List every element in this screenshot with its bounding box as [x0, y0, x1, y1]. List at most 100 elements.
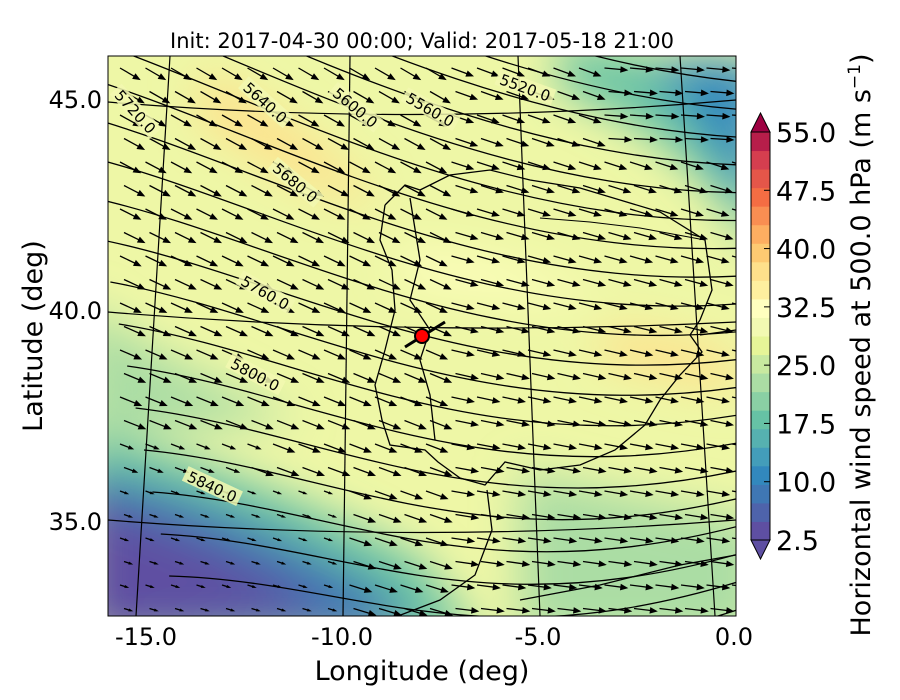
wind-arrow	[170, 161, 193, 174]
x-tick-label: -10.0	[311, 623, 373, 651]
wind-arrow	[327, 466, 351, 477]
wind-arrow	[455, 419, 480, 427]
graticule	[108, 56, 736, 616]
wind-arrow	[149, 419, 172, 430]
wind-arrow	[455, 184, 479, 194]
colorbar-tick-label: 47.5	[776, 176, 836, 207]
wind-arrow	[531, 560, 556, 567]
wind-arrow	[425, 584, 449, 593]
wind-arrow	[706, 490, 731, 497]
wind-arrow	[659, 89, 684, 97]
wind-arrow	[276, 513, 287, 518]
wind-arrow	[349, 537, 373, 547]
wind-arrow	[276, 325, 299, 337]
wind-arrow	[629, 161, 653, 171]
wind-arrow	[633, 184, 657, 194]
wind-arrow	[145, 255, 168, 267]
wind-arrow	[604, 396, 628, 404]
wind-arrow	[608, 466, 633, 474]
wind-arrow	[221, 584, 232, 588]
wind-arrow	[531, 419, 556, 427]
wind-arrow	[480, 137, 504, 147]
wind-arrow	[735, 561, 736, 563]
wind-arrow	[531, 137, 555, 147]
colorbar-tick-label: 10.0	[776, 468, 836, 499]
wind-arrow	[604, 349, 628, 357]
colorbar-band	[751, 132, 770, 152]
wind-arrow	[527, 583, 552, 591]
wind-arrow	[455, 278, 479, 287]
wind-arrow	[527, 208, 551, 217]
wind-arrow	[149, 513, 159, 518]
wind-arrow	[196, 161, 218, 174]
wind-arrow	[553, 161, 577, 171]
wind-arrow	[353, 607, 377, 616]
wind-arrow	[527, 114, 551, 124]
wind-arrow	[247, 396, 270, 407]
wind-arrow	[582, 278, 607, 287]
wind-arrow	[455, 607, 480, 614]
x-tick-label: -5.0	[515, 623, 562, 651]
wind-arrow	[655, 66, 680, 73]
colorbar-band	[751, 169, 770, 189]
wind-arrow	[323, 114, 345, 127]
wind-arrow	[582, 560, 607, 567]
wind-arrow	[608, 560, 633, 567]
wind-arrow	[629, 443, 654, 451]
wind-arrow	[221, 255, 244, 267]
wind-arrow	[200, 90, 222, 104]
wind-arrow	[374, 161, 397, 174]
wind-arrow	[302, 231, 325, 244]
wind-arrow	[225, 607, 236, 612]
colorbar-outline	[750, 132, 771, 540]
wind-arrow	[557, 466, 582, 474]
wind-arrow	[476, 302, 501, 311]
wind-arrow	[557, 419, 582, 427]
wind-arrow	[553, 255, 577, 264]
wind-arrow	[378, 419, 402, 430]
wind-arrow	[378, 607, 402, 616]
wind-arrow	[225, 513, 236, 518]
wind-arrow	[272, 208, 295, 220]
wind-arrow	[604, 112, 629, 120]
wind-arrow	[735, 608, 736, 610]
wind-arrow	[251, 325, 274, 337]
wind-arrow	[429, 184, 452, 197]
wind-arrow	[455, 90, 479, 101]
wind-arrow	[378, 278, 401, 290]
wind-arrow	[327, 607, 338, 612]
wind-arrow	[451, 255, 475, 264]
wind-arrow	[196, 302, 219, 313]
wind-arrow	[684, 184, 708, 194]
wind-arrow	[659, 419, 684, 427]
wind-arrow	[123, 184, 146, 197]
wind-arrow	[247, 537, 257, 542]
wind-arrow	[502, 161, 526, 171]
wind-arrow	[633, 372, 658, 381]
wind-arrow	[608, 513, 633, 521]
wind-arrow	[374, 490, 398, 500]
wind-arrow	[323, 302, 346, 313]
height-contour-line	[169, 575, 736, 616]
wind-arrow	[480, 325, 505, 334]
wind-arrow	[349, 302, 372, 313]
wind-arrow	[302, 560, 312, 565]
wind-arrow	[506, 184, 530, 194]
wind-arrow	[604, 66, 629, 73]
colorbar-band	[751, 206, 770, 226]
colorbar-label-sup: −1	[845, 64, 865, 89]
wind-arrow	[527, 396, 552, 404]
wind-arrow	[170, 208, 193, 220]
height-contour-line	[390, 56, 736, 138]
wind-arrow	[225, 372, 249, 383]
wind-arrow	[604, 443, 629, 451]
wind-arrow	[196, 490, 206, 495]
wind-arrow	[323, 161, 346, 174]
wind-arrow	[527, 349, 552, 357]
wind-arrow	[506, 231, 530, 241]
wind-arrow	[247, 208, 269, 220]
wind-arrow	[608, 184, 632, 194]
wind-arrow	[145, 396, 168, 407]
wind-arrow	[298, 396, 321, 407]
